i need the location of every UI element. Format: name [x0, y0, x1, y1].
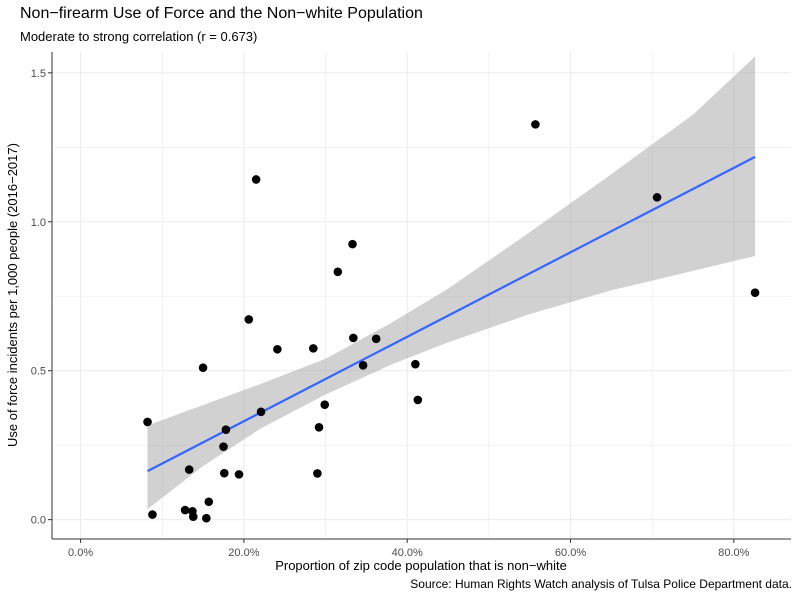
data-point	[184, 465, 194, 474]
data-point	[349, 333, 358, 343]
data-point	[348, 239, 357, 249]
data-point	[333, 267, 343, 277]
data-point	[371, 334, 381, 344]
data-point	[204, 497, 214, 507]
data-point	[219, 468, 229, 478]
chart-title: Non−firearm Use of Force and the Non−whi…	[20, 5, 423, 22]
x-tick-label: 80.0%	[718, 547, 749, 559]
x-tick-label: 60.0%	[555, 547, 586, 559]
data-point	[251, 175, 261, 184]
fit-line	[147, 155, 756, 473]
data-point	[244, 315, 254, 324]
data-point	[358, 361, 368, 370]
y-tick-label: 1.5	[31, 68, 46, 80]
data-point	[750, 288, 760, 297]
data-point	[652, 193, 662, 202]
data-point	[273, 344, 282, 354]
data-point	[221, 425, 231, 434]
y-tick-label: 1.0	[31, 217, 46, 229]
data-point	[188, 512, 198, 521]
data-point	[531, 120, 540, 129]
data-point	[309, 344, 318, 353]
x-tick-label: 0.0%	[68, 547, 93, 559]
y-tick-label: 0.0	[31, 515, 46, 527]
data-point	[202, 513, 211, 523]
data-point	[411, 359, 420, 369]
x-axis-label: Proportion of zip code population that i…	[275, 558, 567, 573]
data-point	[256, 407, 266, 417]
data-point	[198, 363, 208, 373]
data-point	[413, 395, 423, 405]
data-point	[148, 510, 157, 519]
y-axis-label: Use of force incidents per 1,000 people …	[5, 143, 20, 447]
data-point	[320, 400, 330, 409]
y-tick-label: 0.5	[31, 366, 46, 378]
data-point	[314, 423, 324, 432]
chart-caption: Source: Human Rights Watch analysis of T…	[410, 577, 792, 591]
data-point	[143, 417, 152, 427]
data-point	[219, 442, 228, 451]
axes: 0.0% 20.0% 40.0% 60.0% 80.0% 0.0 0.5 1.0 1.5	[31, 52, 791, 559]
data-point	[180, 505, 190, 515]
chart-subtitle: Moderate to strong correlation (r = 0.67…	[20, 29, 258, 44]
data-point	[234, 470, 244, 479]
confidence-band	[147, 56, 756, 510]
fit-line-layer	[147, 155, 756, 473]
confidence-band-layer	[147, 56, 756, 510]
data-points	[143, 120, 760, 523]
grid-lines	[52, 52, 791, 539]
x-tick-label: 20.0%	[228, 547, 259, 559]
data-point	[313, 469, 322, 478]
x-tick-label: 40.0%	[392, 547, 423, 559]
